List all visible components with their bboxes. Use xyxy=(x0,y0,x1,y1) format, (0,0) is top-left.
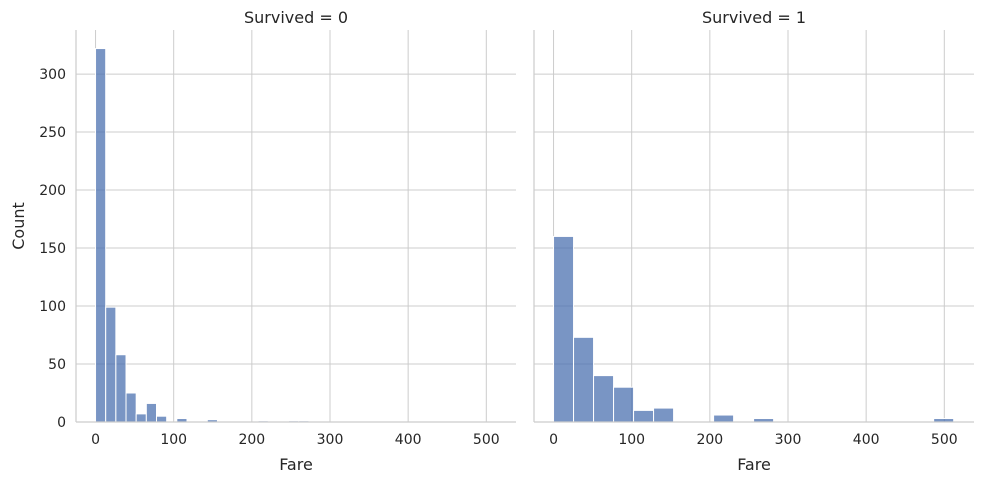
histogram-bar xyxy=(713,414,735,423)
histogram-bar xyxy=(95,48,107,423)
x-tick-label: 400 xyxy=(395,432,422,448)
panel-1: 0 100 200 300 400 500 Fare Survived = 1 xyxy=(533,8,974,474)
x-tick-label: 100 xyxy=(160,432,187,448)
y-tick-label: 150 xyxy=(39,241,66,257)
histogram-bar xyxy=(553,235,575,423)
y-tick-label: 200 xyxy=(39,183,66,199)
histogram-bar xyxy=(633,409,655,423)
histogram-bar xyxy=(125,392,137,423)
x-tick-label: 500 xyxy=(473,432,500,448)
histogram-bar xyxy=(653,407,675,423)
histogram-bar xyxy=(135,413,147,423)
y-axis-label: Count xyxy=(9,202,28,250)
x-tick-label: 400 xyxy=(853,432,880,448)
x-axis-label: Fare xyxy=(279,455,313,474)
y-tick-label: 0 xyxy=(57,415,66,431)
x-axis-label: Fare xyxy=(737,455,771,474)
x-tick-label: 0 xyxy=(549,432,558,448)
x-tick-label: 200 xyxy=(238,432,265,448)
panel-0: 0 100 200 300 400 500050100150200250300FareCo… xyxy=(9,8,516,474)
y-tick-label: 50 xyxy=(48,357,66,373)
histogram-bar xyxy=(105,306,117,423)
panel-title: Survived = 1 xyxy=(702,8,806,27)
x-tick-label: 500 xyxy=(931,432,958,448)
y-tick-label: 100 xyxy=(39,299,66,315)
x-tick-label: 300 xyxy=(317,432,344,448)
y-tick-label: 300 xyxy=(39,67,66,83)
x-tick-label: 300 xyxy=(775,432,802,448)
x-tick-label: 100 xyxy=(618,432,645,448)
histogram-bar xyxy=(613,386,635,423)
x-tick-label: 200 xyxy=(696,432,723,448)
y-tick-label: 250 xyxy=(39,125,66,141)
histogram-bar xyxy=(593,375,615,423)
histogram-bar xyxy=(573,336,595,423)
histogram-bar xyxy=(155,415,168,423)
panel-title: Survived = 0 xyxy=(244,8,348,27)
histogram-bar xyxy=(115,354,127,423)
histogram-bar xyxy=(145,402,157,423)
x-tick-label: 0 xyxy=(91,432,100,448)
